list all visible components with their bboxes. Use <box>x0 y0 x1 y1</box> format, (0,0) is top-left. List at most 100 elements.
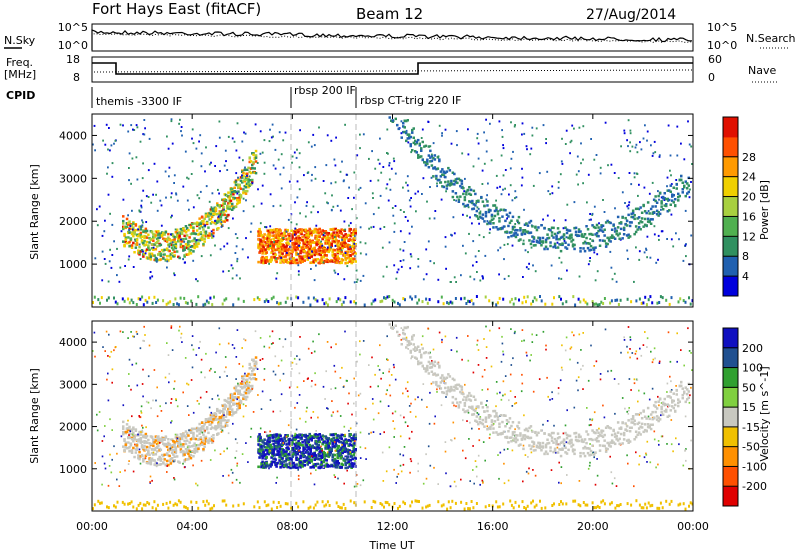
echo-pixel <box>116 248 118 250</box>
echo-pixel <box>644 296 646 299</box>
echo-pixel <box>666 443 668 445</box>
echo-pixel <box>136 363 138 365</box>
echo-pixel <box>246 396 249 399</box>
echo-pixel <box>478 158 480 160</box>
echo-pixel <box>560 250 563 253</box>
echo-pixel <box>489 228 491 230</box>
echo-pixel <box>639 455 641 457</box>
echo-pixel <box>177 232 179 234</box>
echo-pixel <box>155 453 158 456</box>
echo-pixel <box>453 183 456 186</box>
echo-pixel <box>185 151 187 153</box>
echo-pixel <box>334 270 336 272</box>
y-tick-label: 1000 <box>59 258 87 271</box>
echo-pixel <box>224 165 226 167</box>
echo-pixel <box>633 233 636 236</box>
echo-pixel <box>244 169 247 172</box>
echo-pixel <box>497 454 499 456</box>
echo-pixel <box>315 298 317 301</box>
echo-pixel <box>405 182 407 184</box>
echo-pixel <box>291 368 293 370</box>
echo-pixel <box>142 455 144 457</box>
echo-pixel <box>239 277 241 279</box>
echo-pixel <box>207 237 210 240</box>
echo-pixel <box>240 401 243 404</box>
echo-pixel <box>547 190 549 192</box>
echo-pixel <box>229 205 232 208</box>
echo-pixel <box>547 396 549 398</box>
echo-pixel <box>287 242 290 245</box>
echo-pixel <box>623 130 625 132</box>
echo-pixel <box>662 208 665 211</box>
echo-pixel <box>121 230 123 232</box>
echo-pixel <box>654 225 656 227</box>
echo-pixel <box>426 159 429 162</box>
echo-pixel <box>683 185 686 188</box>
echo-pixel <box>286 457 288 459</box>
echo-pixel <box>660 295 662 298</box>
echo-pixel <box>415 210 417 212</box>
echo-pixel <box>617 216 620 219</box>
echo-pixel <box>654 195 657 198</box>
echo-pixel <box>160 255 163 258</box>
echo-pixel <box>564 242 567 245</box>
echo-pixel <box>461 182 464 185</box>
echo-pixel <box>203 240 206 243</box>
echo-pixel <box>445 246 447 248</box>
echo-pixel <box>546 171 548 173</box>
echo-pixel <box>636 228 639 231</box>
echo-pixel <box>182 238 185 241</box>
echo-pixel <box>228 136 230 138</box>
echo-pixel <box>219 327 221 329</box>
echo-pixel <box>589 238 591 240</box>
echo-pixel <box>647 131 649 133</box>
echo-pixel <box>530 303 532 306</box>
echo-pixel <box>666 185 668 187</box>
echo-pixel <box>465 252 467 254</box>
echo-pixel <box>199 341 201 343</box>
echo-pixel <box>135 451 138 454</box>
echo-pixel <box>113 240 115 242</box>
echo-pixel <box>296 453 299 456</box>
echo-pixel <box>183 235 186 238</box>
echo-pixel <box>180 239 182 241</box>
echo-pixel <box>254 373 257 376</box>
echo-pixel <box>308 297 310 300</box>
echo-pixel <box>235 438 237 440</box>
echo-pixel <box>637 151 639 153</box>
echo-pixel <box>489 209 492 212</box>
echo-pixel <box>104 144 106 146</box>
echo-pixel <box>389 116 392 119</box>
echo-pixel <box>417 396 419 398</box>
echo-pixel <box>134 239 136 241</box>
echo-pixel <box>269 129 271 131</box>
echo-pixel <box>96 208 98 210</box>
echo-pixel <box>157 435 160 438</box>
echo-pixel <box>609 222 612 225</box>
echo-pixel <box>429 186 431 188</box>
echo-pixel <box>141 224 143 226</box>
echo-pixel <box>128 179 130 181</box>
echo-pixel <box>191 428 194 431</box>
echo-pixel <box>482 275 484 277</box>
echo-pixel <box>231 408 234 411</box>
echo-pixel <box>109 249 111 251</box>
echo-pixel <box>407 190 409 192</box>
echo-pixel <box>127 441 130 444</box>
echo-pixel <box>626 454 628 456</box>
echo-pixel <box>482 200 485 203</box>
noise-left-tick-high: 10^5 <box>58 21 88 34</box>
echo-pixel <box>505 375 507 377</box>
echo-pixel <box>252 368 255 371</box>
echo-pixel <box>281 187 283 189</box>
echo-pixel <box>344 434 346 436</box>
echo-pixel <box>510 328 512 330</box>
echo-pixel <box>657 259 659 261</box>
echo-pixel <box>225 405 228 408</box>
echo-pixel <box>676 126 678 128</box>
echo-pixel <box>350 427 352 429</box>
echo-pixel <box>445 441 447 443</box>
echo-pixel <box>102 440 104 442</box>
echo-pixel <box>231 203 234 206</box>
echo-pixel <box>222 271 224 273</box>
